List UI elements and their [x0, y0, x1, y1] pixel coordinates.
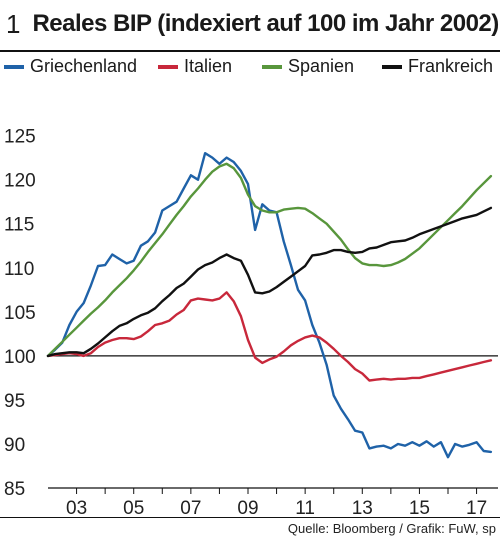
- x-tick-label: 11: [295, 498, 315, 519]
- legend-swatch-italien: [158, 64, 178, 69]
- legend-item-frankreich: Frankreich: [382, 56, 493, 77]
- legend-label-spanien: Spanien: [288, 56, 355, 76]
- title-rule: [0, 50, 500, 52]
- legend-swatch-griechenland: [4, 64, 24, 69]
- series-line-italien: [46, 291, 493, 382]
- legend-swatch-frankreich: [382, 64, 402, 69]
- figure-header: 1 Reales BIP (indexiert auf 100 im Jahr …: [6, 4, 499, 44]
- y-tick-label: 115: [4, 215, 34, 236]
- series-line-spanien: [46, 162, 493, 358]
- legend-item-italien: Italien: [158, 56, 232, 77]
- legend-item-spanien: Spanien: [262, 56, 354, 77]
- y-tick-label: 90: [4, 435, 25, 456]
- y-tick-label: 120: [4, 171, 36, 192]
- x-tick-label: 03: [66, 498, 87, 519]
- figure-number: 1: [6, 8, 21, 39]
- x-tick-label: 17: [466, 498, 487, 519]
- y-tick-label: 100: [4, 347, 36, 368]
- legend-label-frankreich: Frankreich: [408, 56, 494, 76]
- chart-title: Reales BIP (indexiert auf 100 im Jahr 20…: [32, 10, 499, 37]
- y-tick-label: 105: [4, 303, 36, 324]
- x-tick-label: 13: [352, 498, 373, 519]
- series-line-frankreich: [46, 206, 493, 358]
- legend-item-griechenland: Griechenland: [4, 56, 137, 77]
- x-tick-label: 15: [409, 498, 430, 519]
- x-tick-label: 07: [180, 498, 201, 519]
- x-tick-label: 05: [123, 498, 144, 519]
- legend-label-griechenland: Griechenland: [30, 56, 138, 76]
- legend-label-italien: Italien: [184, 56, 233, 76]
- x-tick-label: 09: [237, 498, 258, 519]
- y-tick-label: 110: [4, 259, 34, 280]
- y-tick-label: 125: [4, 127, 36, 148]
- source-note: Quelle: Bloomberg / Grafik: FuW, sp: [287, 521, 496, 536]
- footer-rule: [0, 517, 500, 518]
- y-tick-label: 95: [4, 391, 25, 412]
- legend-swatch-spanien: [262, 64, 282, 69]
- legend: Griechenland Italien Spanien Frankreich: [0, 54, 500, 80]
- y-tick-label: 85: [4, 479, 25, 500]
- series-line-griechenland: [46, 152, 493, 459]
